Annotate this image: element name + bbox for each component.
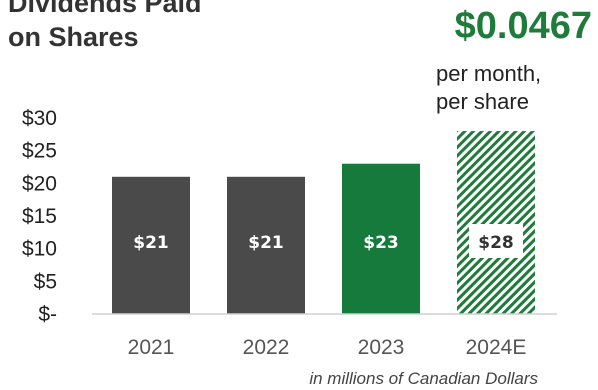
y-tick-label: $- [38, 303, 57, 326]
x-tick-label: 2024E [466, 336, 527, 359]
bar-2024e [457, 131, 535, 314]
chart-title-line-1: Dividends Paid [8, 0, 202, 18]
dividend-rate-caption: per month, per share [436, 60, 541, 116]
bars [112, 131, 535, 314]
bar-data-labels: $21 $21 $23 $28 [133, 224, 523, 258]
data-label: $23 [363, 233, 399, 253]
y-tick-label: $25 [22, 140, 57, 163]
units-footnote: in millions of Canadian Dollars [309, 369, 538, 388]
bar-2021 [112, 176, 190, 314]
x-axis-tick-labels: 2021 2022 2023 2024E [128, 336, 527, 359]
data-label-background [469, 224, 523, 258]
y-tick-label: $5 [34, 270, 57, 293]
chart-title: Dividends Paid on Shares [8, 0, 202, 54]
y-axis-tick-labels: $- $5 $10 $15 $20 $25 $30 [22, 107, 57, 326]
y-tick-label: $20 [22, 172, 57, 195]
x-tick-label: 2023 [358, 336, 405, 359]
y-tick-label: $10 [22, 238, 57, 261]
chart-title-line-2: on Shares [8, 22, 139, 52]
dividend-rate-caption-line-1: per month, [436, 61, 542, 86]
x-tick-label: 2022 [243, 336, 290, 359]
data-label: $21 [133, 233, 169, 253]
y-tick-label: $30 [22, 107, 57, 130]
dividend-rate-value: $0.0467 [454, 5, 592, 47]
dividend-rate-caption-line-2: per share [436, 89, 529, 114]
x-tick-label: 2021 [128, 336, 175, 359]
bar-2022 [227, 176, 305, 314]
data-label: $21 [248, 233, 284, 253]
bar-2023 [342, 163, 420, 314]
y-tick-label: $15 [22, 205, 57, 228]
data-label: $28 [478, 233, 514, 253]
